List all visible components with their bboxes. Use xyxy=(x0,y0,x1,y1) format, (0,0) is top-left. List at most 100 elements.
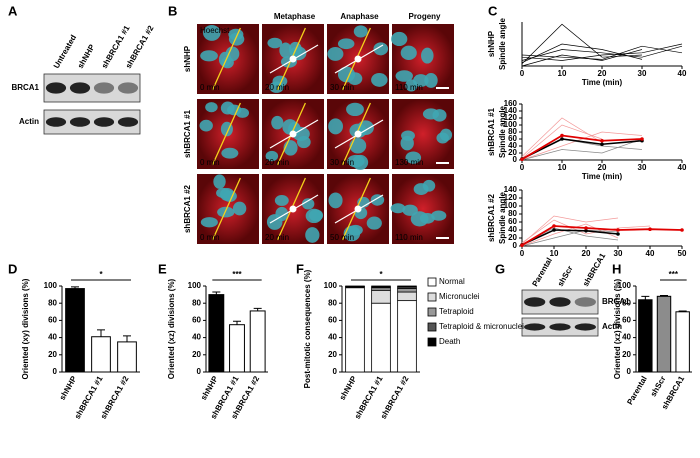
lane-label: Parental xyxy=(530,256,554,288)
y-axis-label: Spindle angle xyxy=(498,105,507,158)
panel-letter: A xyxy=(8,3,18,18)
x-axis-label: Time (min) xyxy=(582,172,623,181)
nucleus xyxy=(405,151,422,164)
nucleus xyxy=(395,70,413,82)
band xyxy=(574,323,596,331)
bar xyxy=(91,336,111,373)
y-tick-label: 80 xyxy=(622,298,631,307)
panel-letter: B xyxy=(168,3,177,18)
time-label: 30 min xyxy=(330,158,354,167)
band-label: BRCA1 xyxy=(11,83,39,92)
nucleus xyxy=(279,42,292,59)
nucleus xyxy=(436,132,449,144)
mean-point xyxy=(560,133,564,138)
y-tick-label: 20 xyxy=(192,350,201,359)
chromatin xyxy=(289,205,297,213)
error-bar xyxy=(71,286,79,289)
y-tick-label: 40 xyxy=(48,333,57,342)
bar xyxy=(229,324,245,373)
x-tick-label: shBRCA1 #2 xyxy=(379,374,411,421)
band xyxy=(45,82,67,94)
chart-title: shBRCA1 #2 xyxy=(487,193,496,242)
nucleus xyxy=(413,74,429,88)
time-label: 20 min xyxy=(265,158,289,167)
series-line xyxy=(521,134,643,161)
chromatin xyxy=(354,205,362,213)
y-tick-label: 80 xyxy=(192,298,201,307)
mean-point xyxy=(552,228,556,232)
band xyxy=(93,82,115,94)
bar xyxy=(117,341,137,373)
mean-point xyxy=(640,137,644,141)
series-line xyxy=(521,117,603,157)
band xyxy=(69,117,91,127)
chromatin xyxy=(354,55,362,63)
mean-point xyxy=(584,226,588,230)
y-tick-label: 60 xyxy=(48,316,57,325)
mean-point xyxy=(584,229,588,233)
x-tick-label: 40 xyxy=(678,69,687,78)
nucleus xyxy=(348,224,363,236)
lane-label: shNHP xyxy=(76,42,97,70)
x-tick-label: shNHP xyxy=(199,374,220,402)
micrograph: 0 min xyxy=(197,99,259,169)
bar xyxy=(249,310,266,373)
series-line xyxy=(521,23,643,65)
panel-letter: E xyxy=(158,261,167,276)
significance-label: * xyxy=(379,270,383,279)
y-tick-label: 120 xyxy=(504,113,518,122)
micrograph: 30 min xyxy=(327,24,389,94)
nucleus xyxy=(267,37,283,49)
micrograph: 50 min xyxy=(327,174,389,244)
x-tick-label: Parental xyxy=(625,375,649,407)
y-tick-label: 20 xyxy=(328,350,337,359)
panel-letter: H xyxy=(612,261,621,276)
y-tick-label: 60 xyxy=(328,316,337,325)
y-tick-label: 40 xyxy=(328,333,337,342)
nucleus xyxy=(328,118,343,135)
micrograph: 20 min xyxy=(262,99,324,169)
column-header: Anaphase xyxy=(340,12,379,21)
band-label: Actin xyxy=(19,117,39,126)
mean-point xyxy=(560,137,564,141)
y-tick-label: 80 xyxy=(508,209,517,218)
x-tick-label: 0 xyxy=(520,163,525,172)
band xyxy=(117,82,139,94)
y-tick-label: 140 xyxy=(504,185,518,194)
y-tick-label: 40 xyxy=(622,333,631,342)
x-tick-label: 0 xyxy=(520,249,525,258)
y-tick-label: 20 xyxy=(622,350,631,359)
band xyxy=(524,323,546,331)
error-bar xyxy=(641,295,650,300)
bar xyxy=(208,294,225,373)
y-tick-label: 0 xyxy=(513,155,518,164)
x-tick-label: shNHP xyxy=(338,374,359,402)
y-tick-label: 80 xyxy=(508,127,517,136)
bar-segment xyxy=(371,302,391,373)
row-label: shBRCA1 #2 xyxy=(183,184,192,233)
x-tick-label: 40 xyxy=(678,163,687,172)
chart-title: shNHP xyxy=(487,30,496,57)
chromatin xyxy=(354,130,362,138)
nucleus xyxy=(424,72,438,88)
mean-point xyxy=(648,227,652,231)
y-tick-label: 60 xyxy=(508,217,517,226)
band xyxy=(117,117,139,127)
nucleus xyxy=(410,211,429,227)
x-axis-label: Time (min) xyxy=(582,78,623,87)
x-tick-label: 50 xyxy=(678,249,687,258)
band xyxy=(574,297,596,307)
nucleus xyxy=(346,102,364,117)
column-header: Progeny xyxy=(408,12,441,21)
mean-point xyxy=(520,243,524,247)
x-tick-label: 30 xyxy=(638,69,647,78)
series-line xyxy=(521,131,643,161)
series-line xyxy=(521,138,643,161)
time-label: 20 min xyxy=(265,83,289,92)
nucleus xyxy=(309,209,324,222)
nucleus xyxy=(199,119,213,132)
bar xyxy=(656,295,672,373)
y-axis-label: Post-mitotic consequences (%) xyxy=(303,269,312,388)
nucleus xyxy=(202,24,221,41)
bar-segment xyxy=(371,289,391,304)
